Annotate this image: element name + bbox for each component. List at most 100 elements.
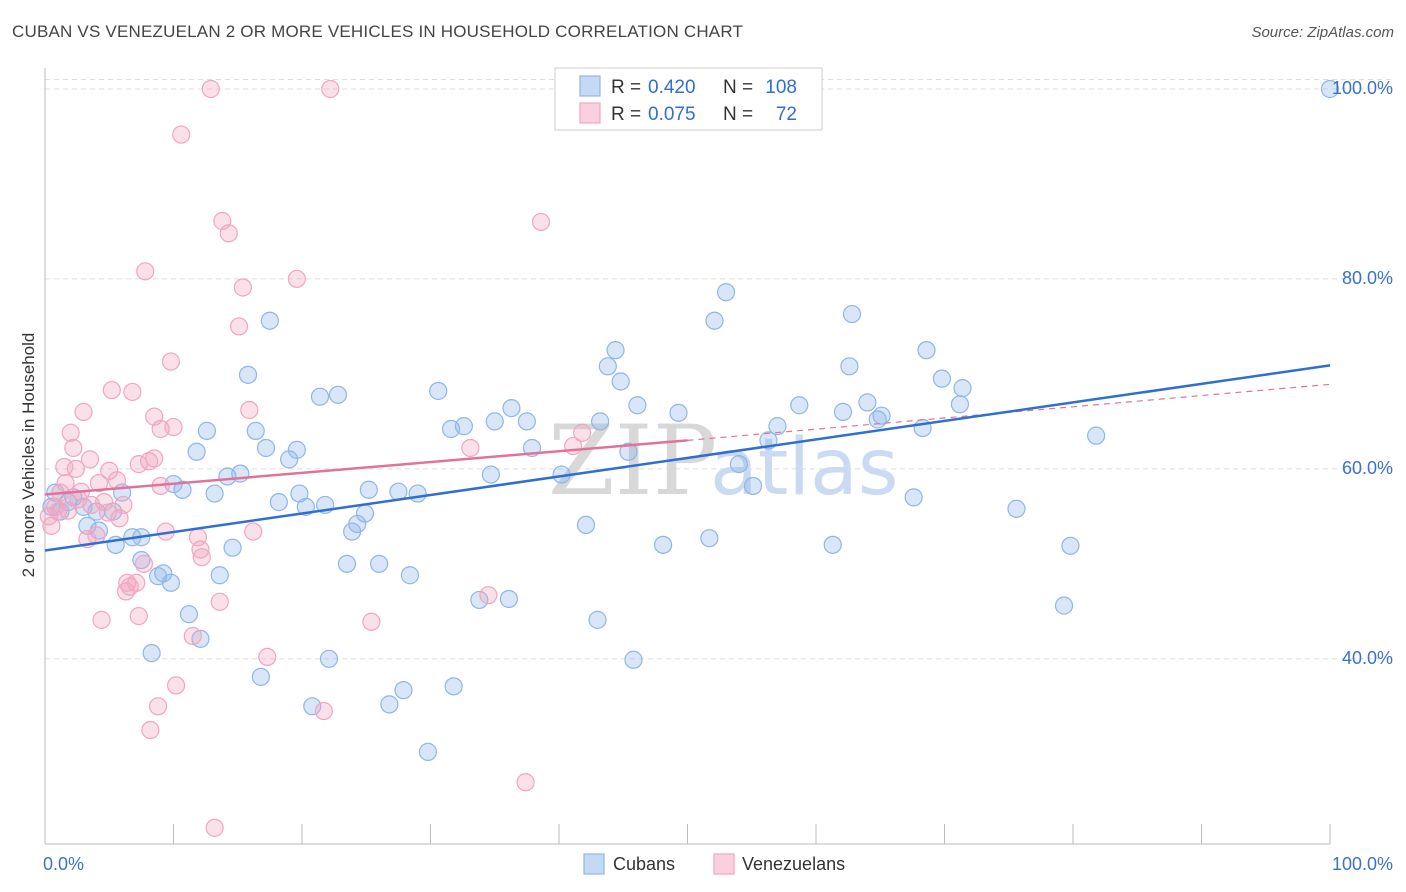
cuban-point	[743, 476, 763, 496]
venezuelan-point	[201, 79, 220, 99]
cuban-point	[256, 438, 276, 458]
axes	[44, 68, 1331, 845]
cuban-point	[481, 465, 500, 484]
cuban-point	[251, 667, 270, 686]
y-tick-label-100: 100.0%	[1332, 78, 1393, 98]
x-tick-label-0: 0.0%	[43, 854, 84, 874]
venezuelan-point	[258, 647, 277, 667]
venezuelan-point	[134, 554, 154, 573]
cuban-point	[303, 697, 322, 716]
y-tick-label-40: 40.0%	[1342, 648, 1393, 668]
cuban-point	[669, 403, 688, 422]
cuban-point	[517, 412, 536, 431]
cuban-point	[953, 379, 972, 398]
y-tick-label-80: 80.0%	[1342, 268, 1393, 288]
cuban-point	[1320, 79, 1340, 99]
venezuelan-point	[191, 540, 210, 559]
cuban-point	[197, 421, 217, 440]
venezuelan-point	[321, 79, 340, 99]
cuban-point	[280, 450, 299, 469]
venezuelan-point	[219, 224, 238, 243]
venezuelan-point	[531, 212, 551, 232]
cuban-point	[485, 412, 504, 431]
venezuelan-point	[314, 701, 333, 721]
venezuelan-point	[244, 522, 263, 541]
cuban-point	[429, 381, 448, 401]
cuban-point	[337, 554, 357, 573]
y-tick-labels: 40.0% 60.0% 80.0% 100.0%	[1332, 78, 1393, 668]
venezuelan-point	[55, 457, 74, 477]
cuban-point	[576, 515, 596, 535]
venezuelan-point	[114, 495, 133, 515]
x-tick-label-100: 100.0%	[1332, 854, 1393, 874]
cuban-point	[444, 677, 463, 696]
venezuelan-point	[56, 474, 75, 493]
y-tick-label-60: 60.0%	[1342, 458, 1393, 478]
cuban-point	[187, 442, 206, 461]
bottom-legend: Cubans Venezuelans	[583, 853, 845, 875]
cuban-point	[370, 554, 389, 573]
cuban-point	[454, 417, 474, 436]
chart-title: CUBAN VS VENEZUELAN 2 OR MORE VEHICLES I…	[12, 22, 744, 41]
cuban-point	[790, 396, 809, 415]
venezuelan-point	[166, 676, 186, 695]
cuban-point	[1061, 536, 1080, 555]
cuban-point	[624, 650, 643, 669]
cuban-point	[700, 529, 719, 548]
legend-n-label-1: N =	[723, 77, 753, 98]
cuban-point	[932, 369, 952, 388]
cuban-point	[858, 393, 877, 412]
cuban-point	[729, 455, 749, 474]
cuban-point	[606, 341, 625, 360]
venezuelan-point	[123, 382, 142, 402]
source-credit: Source: ZipAtlas.com	[1251, 24, 1394, 41]
cuban-point	[950, 395, 970, 414]
venezuelan-point	[210, 592, 229, 611]
cuban-point	[904, 488, 923, 507]
venezuelan-point	[92, 610, 111, 629]
cuban-point	[328, 385, 348, 404]
venezuelan-point	[127, 573, 146, 592]
watermark-zip: ZIP	[548, 405, 717, 517]
venezuelan-point	[164, 417, 183, 437]
watermark: ZIP atlas	[548, 405, 899, 517]
venezuelan-point	[172, 125, 191, 144]
cuban-point	[154, 564, 173, 583]
cuban-point	[842, 304, 862, 324]
cuban-point	[1007, 499, 1026, 518]
cuban-point	[653, 535, 673, 554]
cuban-point	[380, 695, 399, 714]
y-axis-title: 2 or more Vehicles in Household	[19, 333, 38, 578]
cuban-point	[768, 417, 787, 436]
cuban-point	[872, 406, 891, 425]
cuban-point	[205, 484, 224, 503]
venezuelan-point	[145, 449, 164, 468]
bottom-legend-swatch-cubans	[583, 853, 605, 875]
cuban-point	[223, 538, 242, 557]
cuban-point	[611, 372, 630, 391]
venezuelan-point	[141, 720, 160, 740]
cuban-point	[359, 480, 378, 499]
legend-r-label-1: R =	[611, 77, 641, 98]
cuban-point	[179, 605, 199, 624]
venezuelan-point	[161, 352, 181, 371]
cuban-point	[246, 421, 265, 440]
bottom-legend-venezuelans: Venezuelans	[742, 854, 845, 874]
legend-r-label-2: R =	[611, 104, 641, 125]
x-tick-labels: 0.0% 100.0%	[43, 854, 1393, 874]
cuban-point	[394, 681, 413, 700]
venezuelan-point	[205, 818, 224, 837]
legend-r-value-1: 0.420	[648, 77, 696, 98]
venezuelan-point	[183, 626, 202, 646]
cuban-point	[173, 480, 192, 499]
cuban-point	[418, 742, 438, 761]
cuban-point	[917, 341, 936, 360]
venezuelan-trend-line	[44, 439, 688, 496]
watermark-atlas: atlas	[710, 423, 899, 513]
cuban-point	[502, 398, 521, 418]
venezuelan-point	[61, 423, 80, 442]
cuban-point	[499, 589, 518, 609]
venezuelan-point	[74, 402, 93, 421]
legend-r-value-2: 0.075	[648, 104, 696, 125]
bottom-legend-cubans: Cubans	[613, 854, 675, 874]
